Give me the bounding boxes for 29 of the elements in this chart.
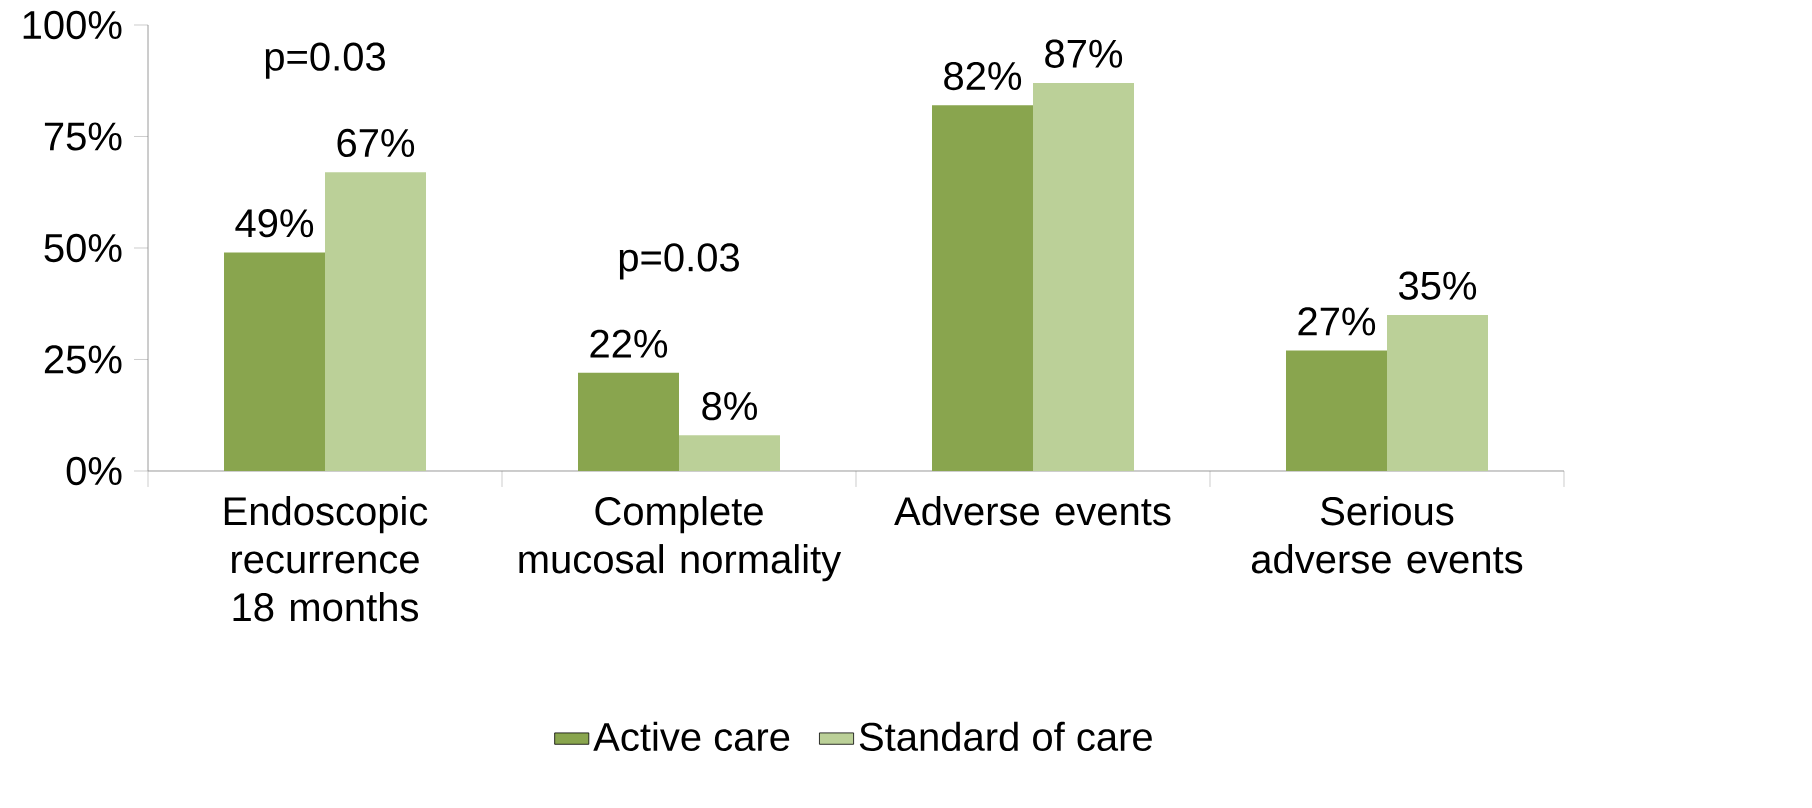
x-tick-label: Endoscopic recurrence 18 months	[224, 496, 428, 622]
y-tick-label: 75%	[44, 122, 122, 151]
annotation: p=0.03	[265, 42, 385, 79]
y-tick-label: 0%	[66, 456, 122, 486]
x-tick-label: Complete mucosal normality	[519, 496, 842, 582]
data-label: 35%	[1399, 271, 1477, 300]
y-tick-label: 25%	[44, 345, 122, 374]
data-label: 82%	[944, 61, 1022, 91]
y-tick-label: 50%	[44, 233, 122, 263]
bar	[224, 252, 326, 471]
bar	[578, 372, 679, 471]
bar	[1286, 350, 1387, 471]
bar	[932, 105, 1033, 471]
bar	[679, 435, 781, 471]
bar	[1387, 314, 1488, 471]
data-label: 49%	[235, 209, 314, 238]
x-tick-label: Serious adverse events	[1251, 496, 1523, 574]
bar	[325, 172, 427, 471]
annotation: p=0.03	[619, 243, 739, 280]
x-tick-label: Adverse events	[894, 496, 1171, 526]
y-tick-label: 100%	[23, 10, 122, 40]
data-label: 67%	[337, 128, 415, 158]
data-label: 87%	[1045, 39, 1123, 68]
data-label: 22%	[590, 329, 668, 358]
bar	[1033, 82, 1134, 471]
legend-label: Standard of care	[859, 721, 1152, 752]
data-label: 8%	[702, 391, 757, 421]
legend-label: Active care	[593, 721, 790, 752]
data-label: 27%	[1298, 307, 1376, 336]
